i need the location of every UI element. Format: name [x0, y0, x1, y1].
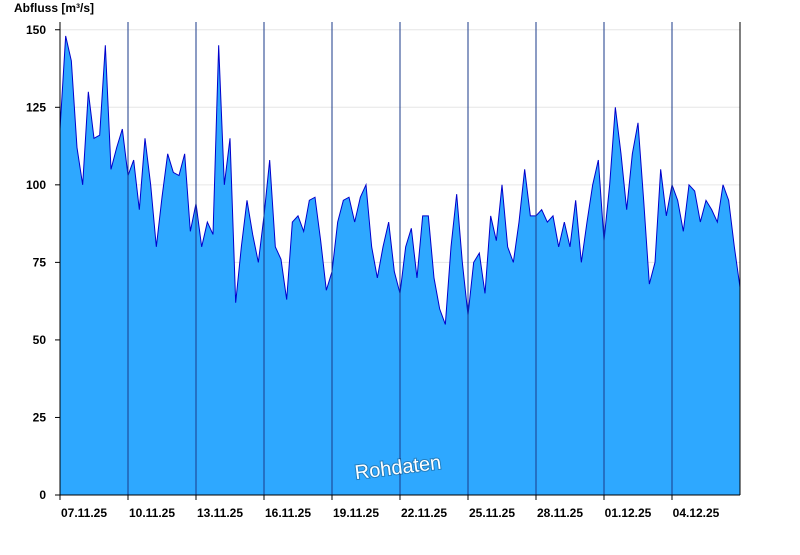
x-tick-label: 19.11.25	[333, 506, 379, 520]
y-tick-label: 100	[26, 178, 46, 192]
x-tick-label: 04.12.25	[673, 506, 720, 520]
y-tick-label: 125	[26, 100, 46, 114]
x-tick-label: 22.11.25	[401, 506, 447, 520]
x-tick-label: 10.11.25	[129, 506, 175, 520]
x-tick-label: 25.11.25	[469, 506, 515, 520]
x-tick-label: 13.11.25	[197, 506, 243, 520]
x-tick-label: 07.11.25	[61, 506, 107, 520]
y-tick-label: 50	[33, 333, 47, 347]
y-tick-label: 0	[39, 488, 46, 502]
x-tick-label: 28.11.25	[537, 506, 583, 520]
y-axis-label: Abfluss [m³/s]	[14, 1, 94, 15]
y-tick-label: 150	[26, 23, 46, 37]
y-tick-label: 75	[33, 255, 47, 269]
y-tick-label: 25	[33, 410, 47, 424]
x-tick-label: 16.11.25	[265, 506, 311, 520]
x-tick-label: 01.12.25	[605, 506, 652, 520]
